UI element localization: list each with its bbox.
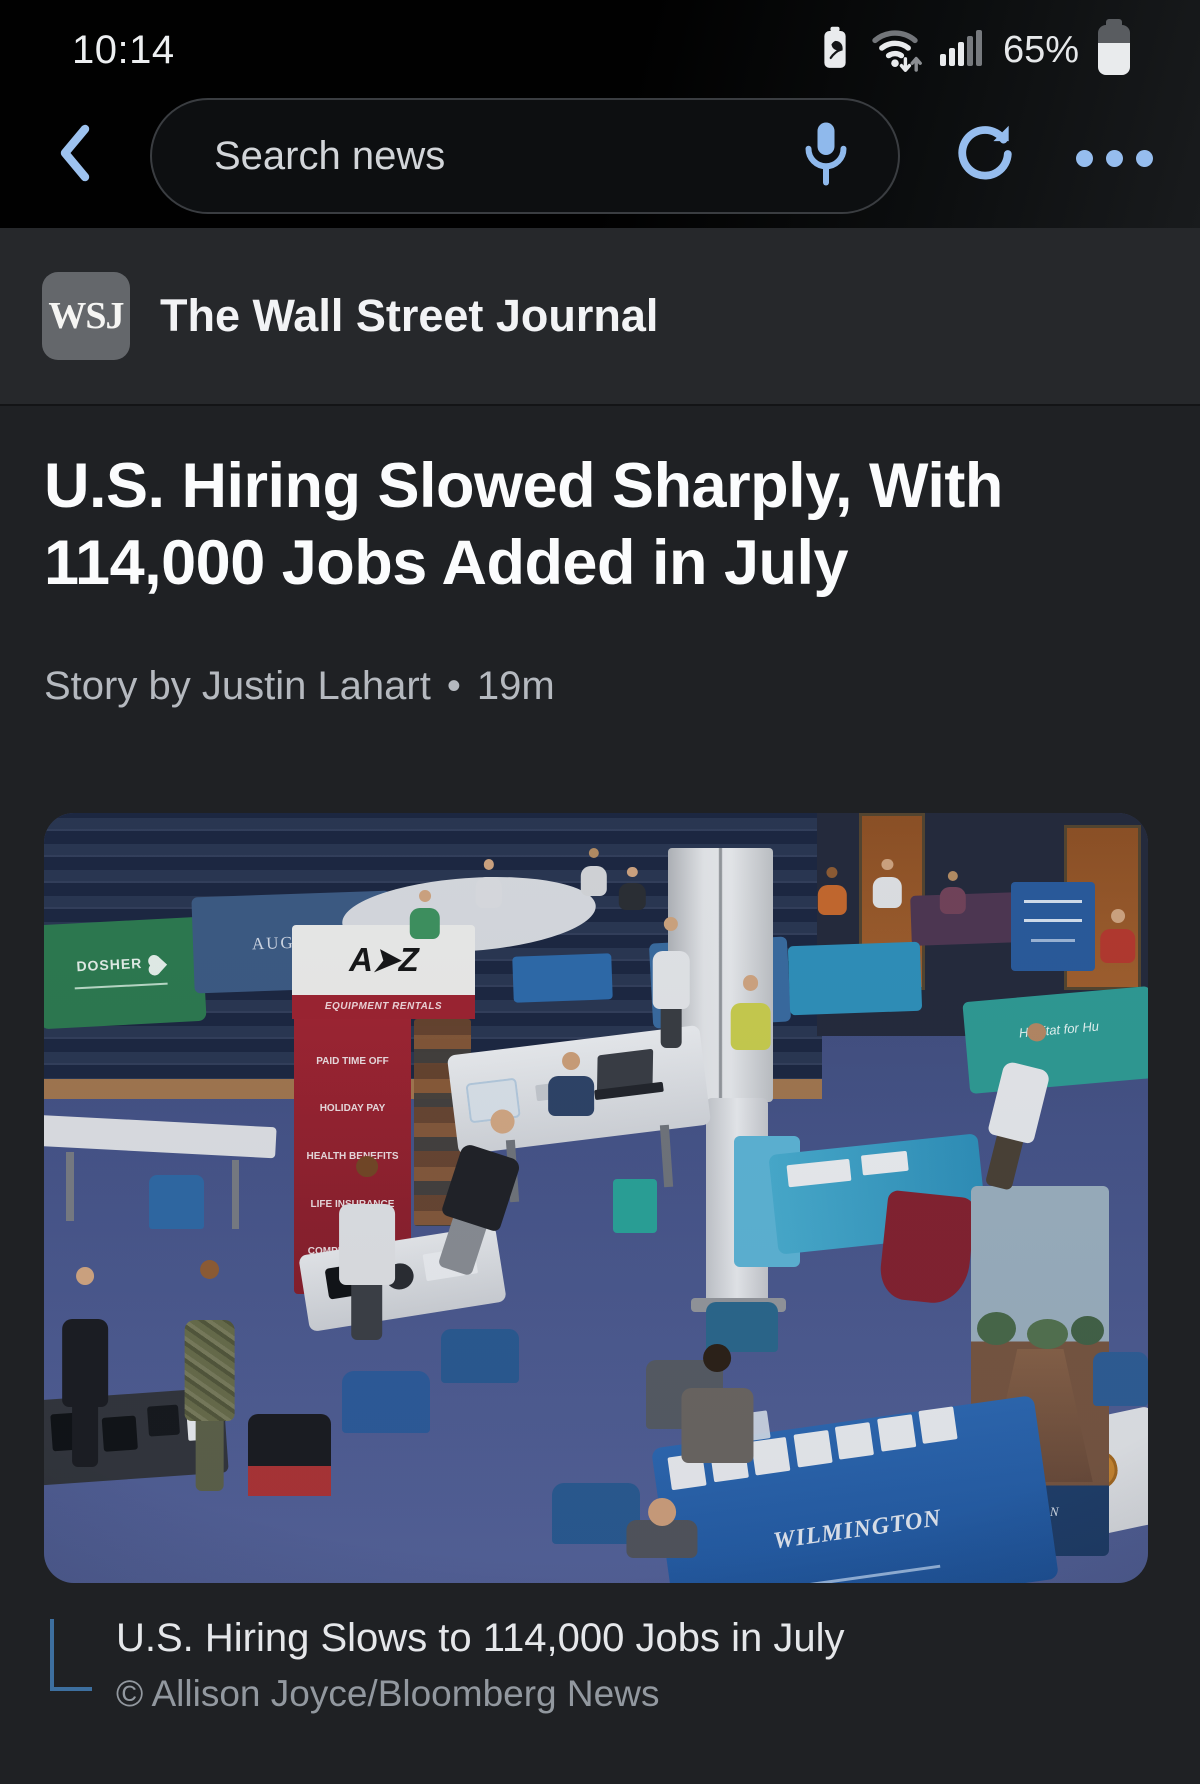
scene-table-long <box>44 1114 277 1159</box>
status-icons: 65% <box>818 19 1130 79</box>
scene-table <box>788 941 923 1016</box>
headline-line-2: 114,000 Jobs Added in July <box>44 528 849 598</box>
scene-chair <box>1092 1352 1148 1406</box>
search-bar[interactable] <box>150 98 900 214</box>
back-button[interactable] <box>44 114 104 194</box>
scene-banner-blue <box>1011 882 1095 971</box>
mic-button[interactable] <box>794 114 858 198</box>
scene-table <box>512 953 614 1004</box>
byline-author: Story by Justin Lahart <box>44 664 431 708</box>
scene-person-soldier <box>182 1260 237 1491</box>
status-bar: 10:14 <box>0 0 1200 90</box>
back-chevron-icon <box>51 124 97 188</box>
refresh-button[interactable] <box>948 118 1022 192</box>
scene-person <box>651 917 691 1048</box>
caption-credit: © Allison Joyce/Bloomberg News <box>116 1673 660 1714</box>
scene-cloth-maroon <box>877 1189 977 1307</box>
az-item: PAID TIME OFF <box>316 1055 389 1067</box>
scene-chair <box>148 1174 205 1229</box>
wifi-icon <box>869 22 923 79</box>
scene-table-leg <box>66 1151 74 1222</box>
menu-dot-icon <box>1135 149 1153 167</box>
clock: 10:14 <box>72 27 175 72</box>
scene-person <box>579 848 608 917</box>
scene-person <box>728 975 772 1083</box>
byline: Story by Justin Lahart • 19m <box>44 664 1156 709</box>
publisher-logo: WSJ <box>42 272 130 360</box>
search-input[interactable] <box>214 133 794 179</box>
headline-line-1: U.S. Hiring Slowed Sharply, With <box>44 451 1003 521</box>
az-item: HOLIDAY PAY <box>319 1103 386 1115</box>
scene-person <box>872 859 903 928</box>
publisher-row[interactable]: WSJ The Wall Street Journal <box>0 228 1200 406</box>
scene-tote <box>612 1178 657 1233</box>
scene-person <box>546 1052 596 1144</box>
article-image[interactable]: Habitat for Hu DOSHER AUGUST <box>44 813 1148 1583</box>
menu-dot-icon <box>1105 149 1123 167</box>
scene-person <box>337 1156 398 1341</box>
scene-table-leg <box>231 1159 240 1229</box>
byline-separator: • <box>446 664 461 708</box>
article: U.S. Hiring Slowed Sharply, With 114,000… <box>0 448 1200 1717</box>
heart-logo-icon <box>150 956 168 974</box>
image-caption: U.S. Hiring Slows to 114,000 Jobs in Jul… <box>44 1613 1156 1717</box>
scene-person-seated <box>679 1344 756 1513</box>
mic-icon <box>796 122 856 198</box>
scene-person <box>1098 909 1137 986</box>
battery-saver-icon <box>818 23 852 78</box>
caption-text: U.S. Hiring Slows to 114,000 Jobs in Jul… <box>116 1613 845 1717</box>
overflow-menu-button[interactable] <box>1068 134 1160 182</box>
publisher-name: The Wall Street Journal <box>160 290 659 341</box>
scene-table-leg <box>660 1124 674 1187</box>
top-chrome: 10:14 <box>0 0 1200 228</box>
scene-person <box>408 890 441 959</box>
scene-person <box>475 859 504 928</box>
dosher-label: DOSHER <box>76 954 144 975</box>
article-headline: U.S. Hiring Slowed Sharply, With 114,000… <box>44 448 1156 602</box>
az-subtitle: EQUIPMENT RENTALS <box>324 1001 443 1013</box>
scene-chair <box>441 1328 519 1383</box>
signal-icon <box>939 26 982 75</box>
scene-person <box>817 867 848 936</box>
scene-chair-red <box>248 1413 332 1514</box>
byline-time: 19m <box>476 664 555 708</box>
scene-person <box>624 1498 701 1583</box>
caption-title: U.S. Hiring Slows to 114,000 Jobs in Jul… <box>116 1616 845 1660</box>
scene-person <box>618 867 647 929</box>
scene-table-dosher: DOSHER <box>44 916 207 1029</box>
caption-bracket-icon <box>50 1619 92 1691</box>
battery-percent: 65% <box>1002 28 1079 71</box>
browser-toolbar <box>0 90 1200 228</box>
refresh-icon <box>949 125 1021 193</box>
scene-chair <box>342 1371 431 1433</box>
scene-person <box>938 871 967 933</box>
scene-person <box>61 1267 111 1468</box>
az-logo: A➤Z <box>349 941 419 979</box>
menu-dot-icon <box>1075 149 1093 167</box>
battery-icon <box>1098 19 1130 75</box>
